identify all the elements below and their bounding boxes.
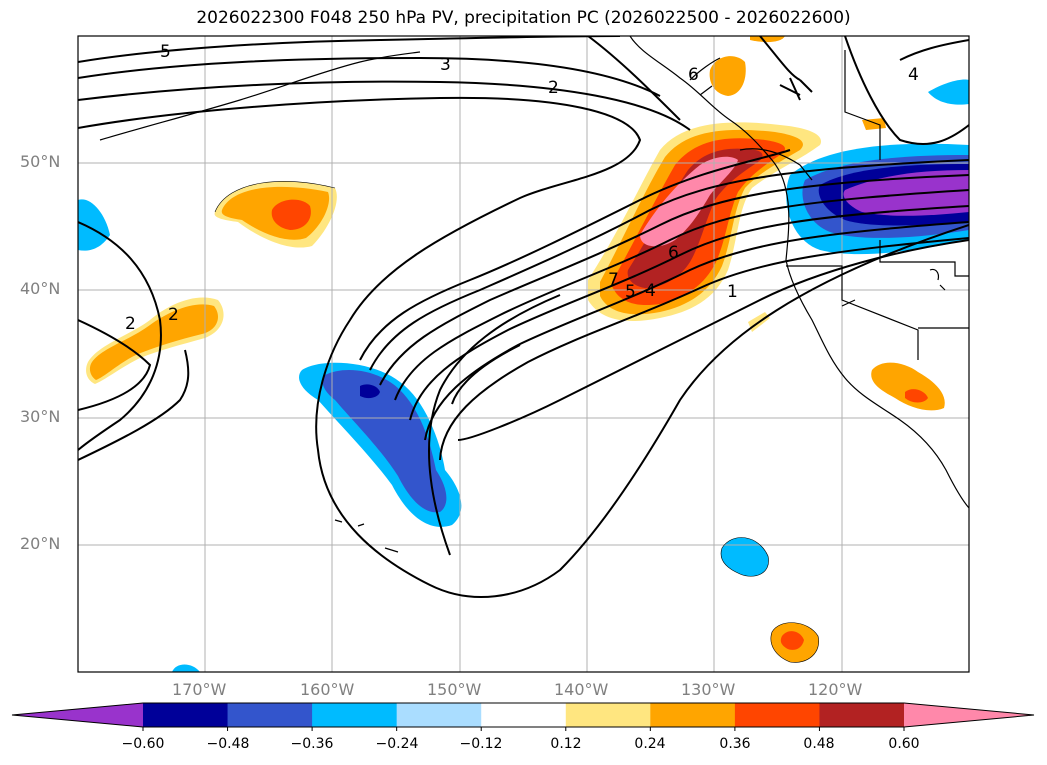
lon-label: 160°W — [300, 680, 355, 699]
positive-anomaly-region — [780, 631, 804, 650]
colorbar-label: −0.60 — [121, 736, 165, 752]
lon-label: 120°W — [808, 680, 863, 699]
map-title: 2026022300 F048 250 hPa PV, precipitatio… — [196, 8, 851, 28]
positive-anomaly-region — [905, 389, 928, 403]
positive-anomaly-region — [271, 199, 311, 230]
contour-label: 3 — [440, 55, 451, 75]
lat-label: 30°N — [20, 407, 61, 426]
lat-label: 20°N — [20, 534, 61, 553]
lon-label: 170°W — [172, 680, 227, 699]
positive-anomaly-region — [871, 362, 945, 411]
positive-anomaly-region — [750, 36, 785, 43]
lon-label: 130°W — [681, 680, 736, 699]
pv-contours — [78, 36, 969, 598]
colorbar-label: 0.12 — [550, 736, 582, 752]
colorbar-label: 0.48 — [803, 736, 835, 752]
colorbar-cell — [819, 703, 905, 727]
contour-labels: 1 2 3 4 5 6 7 6 5 4 2 2 — [125, 42, 919, 334]
contour-label: 1 — [727, 282, 738, 302]
colorbar-underflow-arrow — [12, 703, 143, 727]
colorbar-cell — [143, 703, 229, 727]
colorbar-cell — [650, 703, 736, 727]
anomaly-outlines — [214, 181, 819, 663]
negative-anomaly-region — [720, 537, 769, 577]
colorbar-label: 0.36 — [719, 736, 751, 752]
colorbar-cell — [227, 703, 313, 727]
coastlines — [99, 36, 969, 553]
positive-anomaly-region — [709, 56, 746, 96]
positive-anomaly-region — [89, 304, 218, 380]
contour-label: 5 — [160, 42, 171, 62]
negative-anomaly-region — [360, 384, 380, 399]
colorbar-label: 0.60 — [888, 736, 920, 752]
lat-label: 50°N — [20, 152, 61, 171]
colorbar-label: −0.36 — [290, 736, 334, 752]
colorbar-cell — [396, 703, 482, 727]
map-frame — [77, 35, 970, 673]
negative-anomaly-region — [843, 170, 969, 216]
contour-label: 2 — [548, 78, 559, 98]
lat-label: 40°N — [20, 279, 61, 298]
colorbar-label: 0.24 — [634, 736, 666, 752]
negative-anomaly-region — [78, 199, 110, 251]
negative-anomaly-region — [322, 370, 447, 513]
colorbar — [11, 702, 1035, 731]
lon-label: 140°W — [554, 680, 609, 699]
contour-label: 5 — [625, 282, 636, 302]
contour-label: 6 — [668, 243, 679, 263]
negative-anomaly-region — [928, 79, 969, 105]
colorbar-overflow-arrow — [904, 703, 1034, 727]
colorbar-label: −0.24 — [375, 736, 419, 752]
negative-anomaly-region — [172, 664, 200, 672]
lon-label: 150°W — [427, 680, 482, 699]
graticule — [78, 36, 969, 672]
colorbar-cell — [565, 703, 651, 727]
colorbar-label: −0.48 — [206, 736, 250, 752]
contour-label: 2 — [125, 314, 136, 334]
colorbar-cell — [312, 703, 398, 727]
contour-label: 2 — [168, 305, 179, 325]
contour-label: 4 — [645, 281, 656, 301]
contour-label: 4 — [908, 65, 919, 85]
contour-label: 7 — [608, 270, 619, 290]
colorbar-label: −0.12 — [459, 736, 503, 752]
colorbar-cell — [481, 703, 567, 727]
colorbar-cell — [734, 703, 820, 727]
map-layers — [78, 36, 969, 672]
contour-label: 6 — [688, 65, 699, 85]
